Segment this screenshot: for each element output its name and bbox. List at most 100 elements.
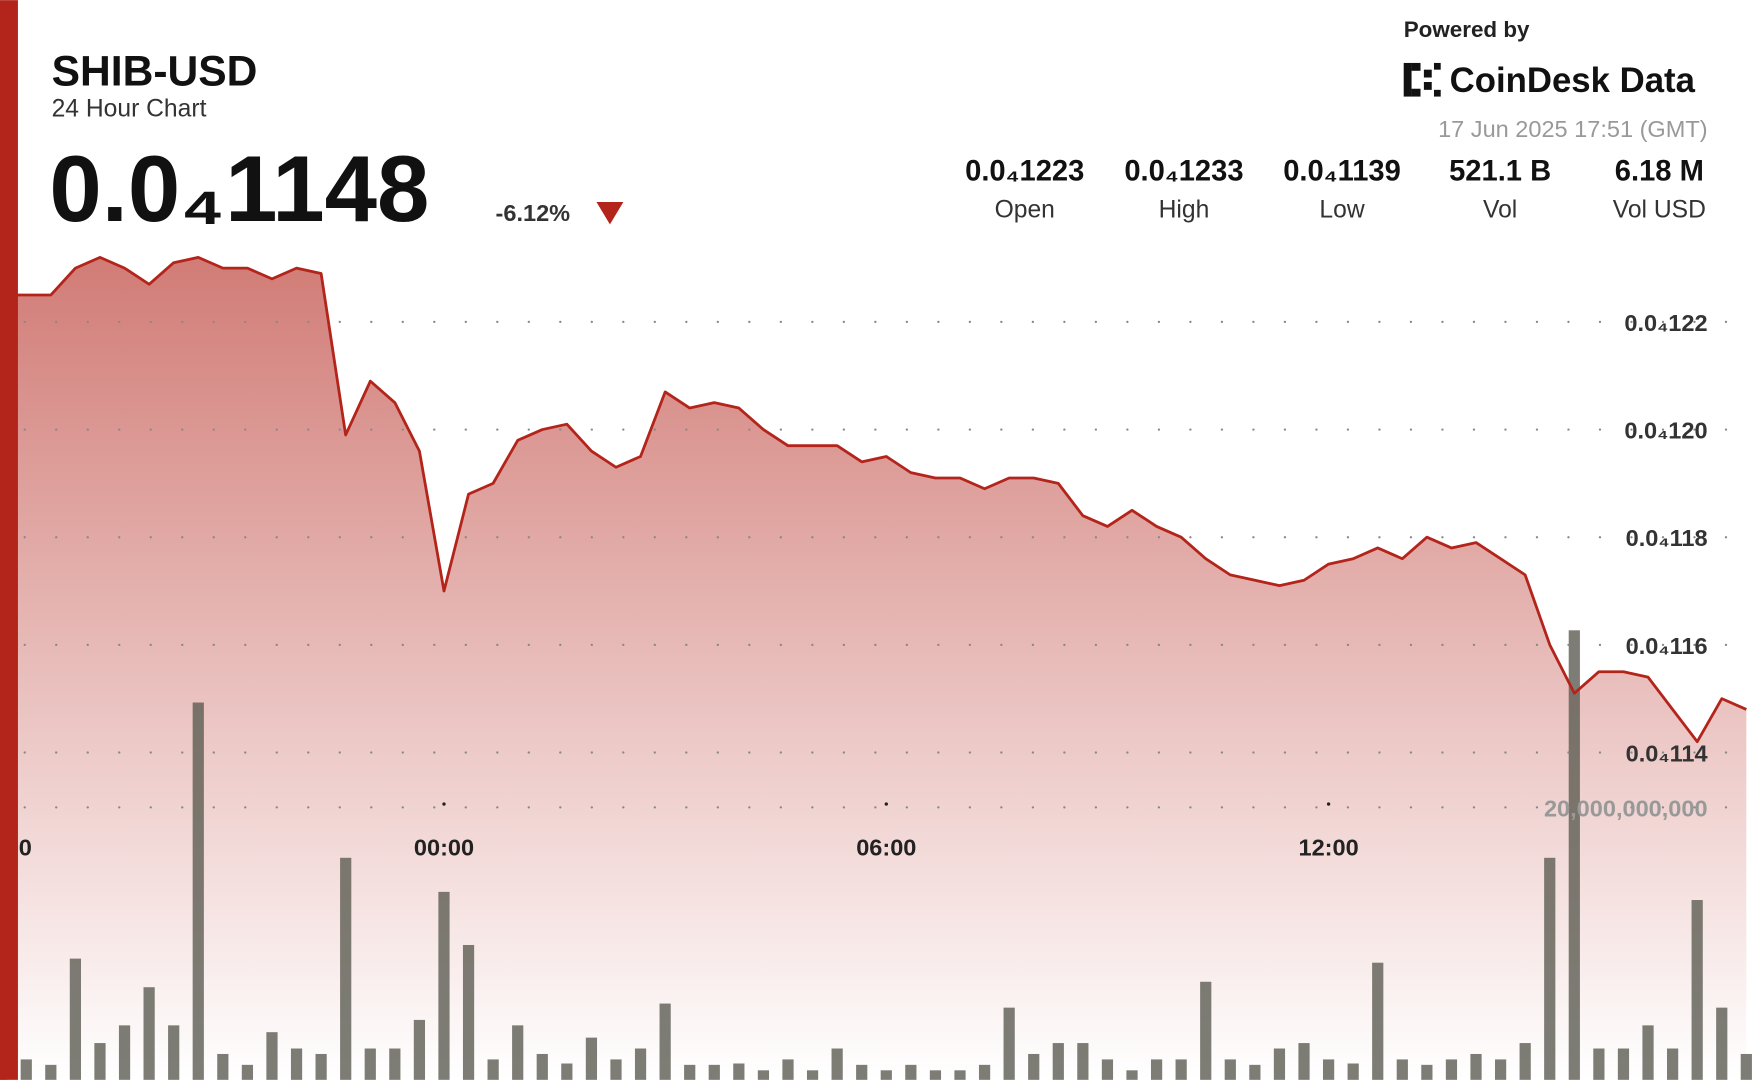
volume-bar <box>757 1070 770 1080</box>
volume-bar <box>1716 1007 1728 1080</box>
volume-bar <box>462 944 475 1080</box>
volume-bar <box>1347 1063 1359 1080</box>
volume-bar <box>1298 1043 1310 1080</box>
volume-bar <box>905 1064 917 1080</box>
volume-bar <box>20 1059 32 1080</box>
volume-bar <box>1101 1059 1114 1080</box>
volume-bar <box>684 1064 696 1080</box>
stat-value: 521.1 B <box>1449 156 1551 188</box>
stat-label: High <box>1159 197 1210 224</box>
volume-bar <box>1421 1064 1433 1080</box>
y-tick-label: 0.0₄118 <box>1626 525 1708 551</box>
volume-bar <box>856 1064 868 1080</box>
volume-bar <box>1691 900 1703 1080</box>
volume-bar <box>45 1064 57 1080</box>
stat-label: Vol <box>1483 197 1517 224</box>
volume-bar <box>1494 1059 1507 1080</box>
volume-bar <box>1470 1053 1482 1080</box>
logo-icon <box>1403 62 1441 97</box>
stat-value: 0.0₄1139 <box>1283 156 1401 188</box>
volume-bar <box>1077 1043 1089 1080</box>
volume-bar <box>1249 1064 1261 1080</box>
volume-bar <box>1396 1059 1408 1080</box>
stat-value: 0.0₄1223 <box>965 156 1084 188</box>
price-area <box>1 257 1747 1080</box>
plot-area: 0.0₄122 0.0₄120 0.0₄118 0.0₄116 0.0₄114 20,00… <box>0 255 1752 1080</box>
volume-bar <box>1519 1043 1531 1080</box>
down-arrow <box>596 201 624 225</box>
volume-bar <box>413 1019 426 1080</box>
volume-bar <box>1568 630 1580 1080</box>
volume-bar <box>192 702 204 1080</box>
x-tick-label: 00:00 <box>414 835 474 861</box>
overlay: SHIB-USD 24 Hour Chart 0.0₄1148 -6.12% P… <box>49 17 1707 241</box>
volume-bar <box>1224 1059 1236 1080</box>
x-tick-mark <box>884 802 888 806</box>
brand-name: CoinDesk Data <box>1450 62 1696 100</box>
x-tick-mark <box>442 802 446 806</box>
volume-bar <box>1593 1048 1605 1080</box>
volume-bar <box>487 1059 499 1080</box>
volume-bar <box>634 1048 647 1080</box>
volume-bar <box>536 1053 548 1080</box>
volume-bar <box>954 1070 966 1080</box>
y-tick-label: 0.0₄116 <box>1626 633 1708 659</box>
volume-bar <box>561 1063 573 1080</box>
x-tick-mark <box>1326 802 1331 806</box>
volume-bar <box>880 1070 892 1080</box>
volume-bar <box>168 1025 180 1080</box>
volume-bar <box>929 1070 942 1080</box>
y2-tick-label: 20,000,000,000 <box>1544 795 1708 821</box>
volume-bar <box>69 958 82 1080</box>
volume-bar <box>118 1025 131 1080</box>
y-tick-label: 0.0₄120 <box>1624 418 1707 444</box>
volume-bar <box>438 891 450 1080</box>
volume-bar <box>143 987 155 1080</box>
volume-bar <box>1740 1053 1752 1080</box>
price: 0.0₄1148 <box>49 136 429 241</box>
stat-label: Open <box>995 197 1055 224</box>
symbol: SHIB-USD <box>52 47 258 95</box>
volume-bar <box>1273 1048 1286 1080</box>
volume-bar <box>1617 1048 1630 1080</box>
volume-bar <box>1544 857 1556 1080</box>
volume-bar <box>1003 1007 1015 1080</box>
stat-value: 0.0₄1233 <box>1124 156 1243 188</box>
volume-bar <box>1150 1059 1163 1080</box>
volume-bar <box>1126 1070 1138 1080</box>
powered-by: Powered by <box>1404 17 1530 42</box>
stat-labels: Open High Low Vol Vol USD <box>995 197 1706 224</box>
volume-bar <box>94 1043 106 1080</box>
stat-label: Low <box>1319 197 1364 224</box>
volume-bar <box>340 857 352 1080</box>
volume-bar <box>1322 1059 1335 1080</box>
volume-bar <box>315 1053 327 1080</box>
volume-bar <box>1028 1053 1040 1080</box>
volume-bar <box>1200 981 1212 1080</box>
stat-value: 6.18 M <box>1615 156 1704 188</box>
volume-bar <box>389 1048 401 1080</box>
volume-bar <box>782 1059 794 1080</box>
volume-bar <box>708 1064 720 1080</box>
volume-bar <box>266 1032 278 1080</box>
y-tick-label: 0.0₄114 <box>1626 740 1708 766</box>
volume-bar <box>1666 1048 1679 1080</box>
volume-bar <box>1052 1043 1064 1080</box>
accent-strip <box>0 0 18 1080</box>
volume-bar <box>1445 1059 1458 1080</box>
subtitle: 24 Hour Chart <box>52 96 207 123</box>
volume-bar <box>241 1064 254 1080</box>
volume-bar <box>1175 1059 1187 1080</box>
volume-bar <box>831 1048 843 1080</box>
volume-bar <box>978 1064 991 1080</box>
change: -6.12% <box>496 200 571 226</box>
volume-bar <box>1372 962 1384 1080</box>
y-tick-label: 0.0₄122 <box>1624 310 1707 336</box>
volume-bar <box>217 1053 229 1080</box>
volume-bar <box>585 1037 598 1080</box>
volume-bar <box>364 1048 376 1080</box>
volume-bar <box>733 1063 745 1080</box>
stat-label: Vol USD <box>1613 197 1706 224</box>
